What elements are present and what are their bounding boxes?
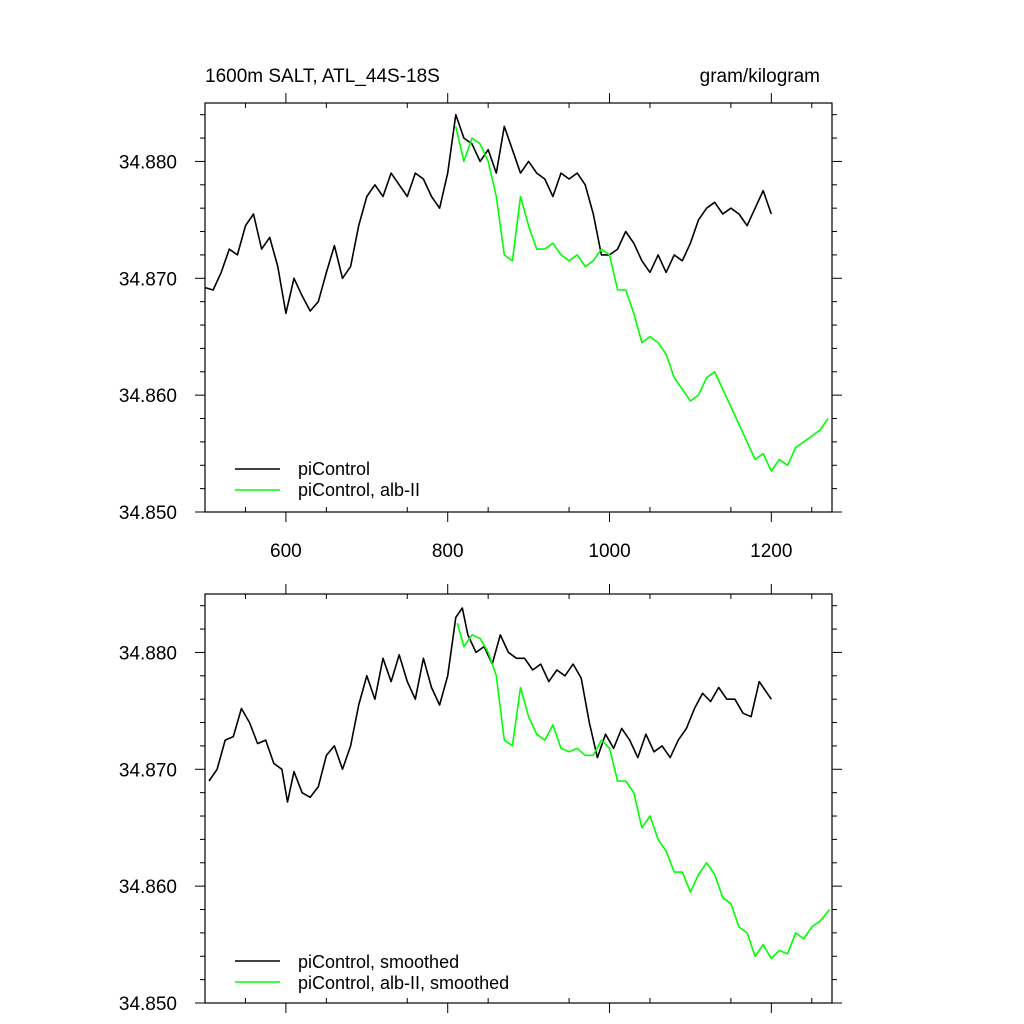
chart-title-left: 1600m SALT, ATL_44S-18S [205, 66, 440, 87]
top-legend: piControl piControl, alb-II [235, 459, 420, 500]
y-tick-label: 34.860 [119, 877, 177, 898]
y-tick-label: 34.880 [119, 152, 177, 173]
bottom-plot-frame [204, 593, 833, 1004]
series-line-picontrol [204, 113, 773, 315]
top-ticks-layer: 34.850 34.860 34.870 34.880 600 800 1000 1200 [119, 93, 842, 562]
bottom-panel: 34.850 34.860 34.870 34.880 piControl, smoo… [119, 584, 842, 1015]
x-tick-label: 1000 [588, 541, 630, 562]
y-tick-label: 34.870 [119, 269, 177, 290]
legend-label-picontrol: piControl [298, 459, 370, 479]
series-line-alb-ii [455, 126, 829, 472]
y-tick-label: 34.870 [119, 760, 177, 781]
x-tick-label: 800 [432, 541, 464, 562]
x-tick-label: 1200 [750, 541, 792, 562]
series-line-picontrol [208, 607, 772, 803]
y-tick-label: 34.850 [119, 994, 177, 1015]
legend-label-alb-ii-smoothed: piControl, alb-II, smoothed [298, 973, 509, 993]
y-tick-label: 34.860 [119, 386, 177, 407]
top-series-layer [204, 113, 829, 472]
chart-title-right: gram/kilogram [700, 66, 820, 87]
y-tick-label: 34.880 [119, 643, 177, 664]
bottom-legend: piControl, smoothed piControl, alb-II, s… [235, 952, 509, 993]
x-tick-label: 600 [270, 541, 302, 562]
bottom-ticks-layer: 34.850 34.860 34.870 34.880 [119, 584, 842, 1015]
legend-label-picontrol-smoothed: piControl, smoothed [298, 952, 459, 972]
top-plot-frame [204, 102, 833, 513]
series-line-alb-ii [456, 622, 831, 960]
top-panel: 1600m SALT, ATL_44S-18S gram/kilogram 34… [119, 66, 842, 562]
y-tick-label: 34.850 [119, 503, 177, 524]
bottom-series-layer [208, 607, 831, 960]
legend-label-alb-ii: piControl, alb-II [298, 480, 420, 500]
